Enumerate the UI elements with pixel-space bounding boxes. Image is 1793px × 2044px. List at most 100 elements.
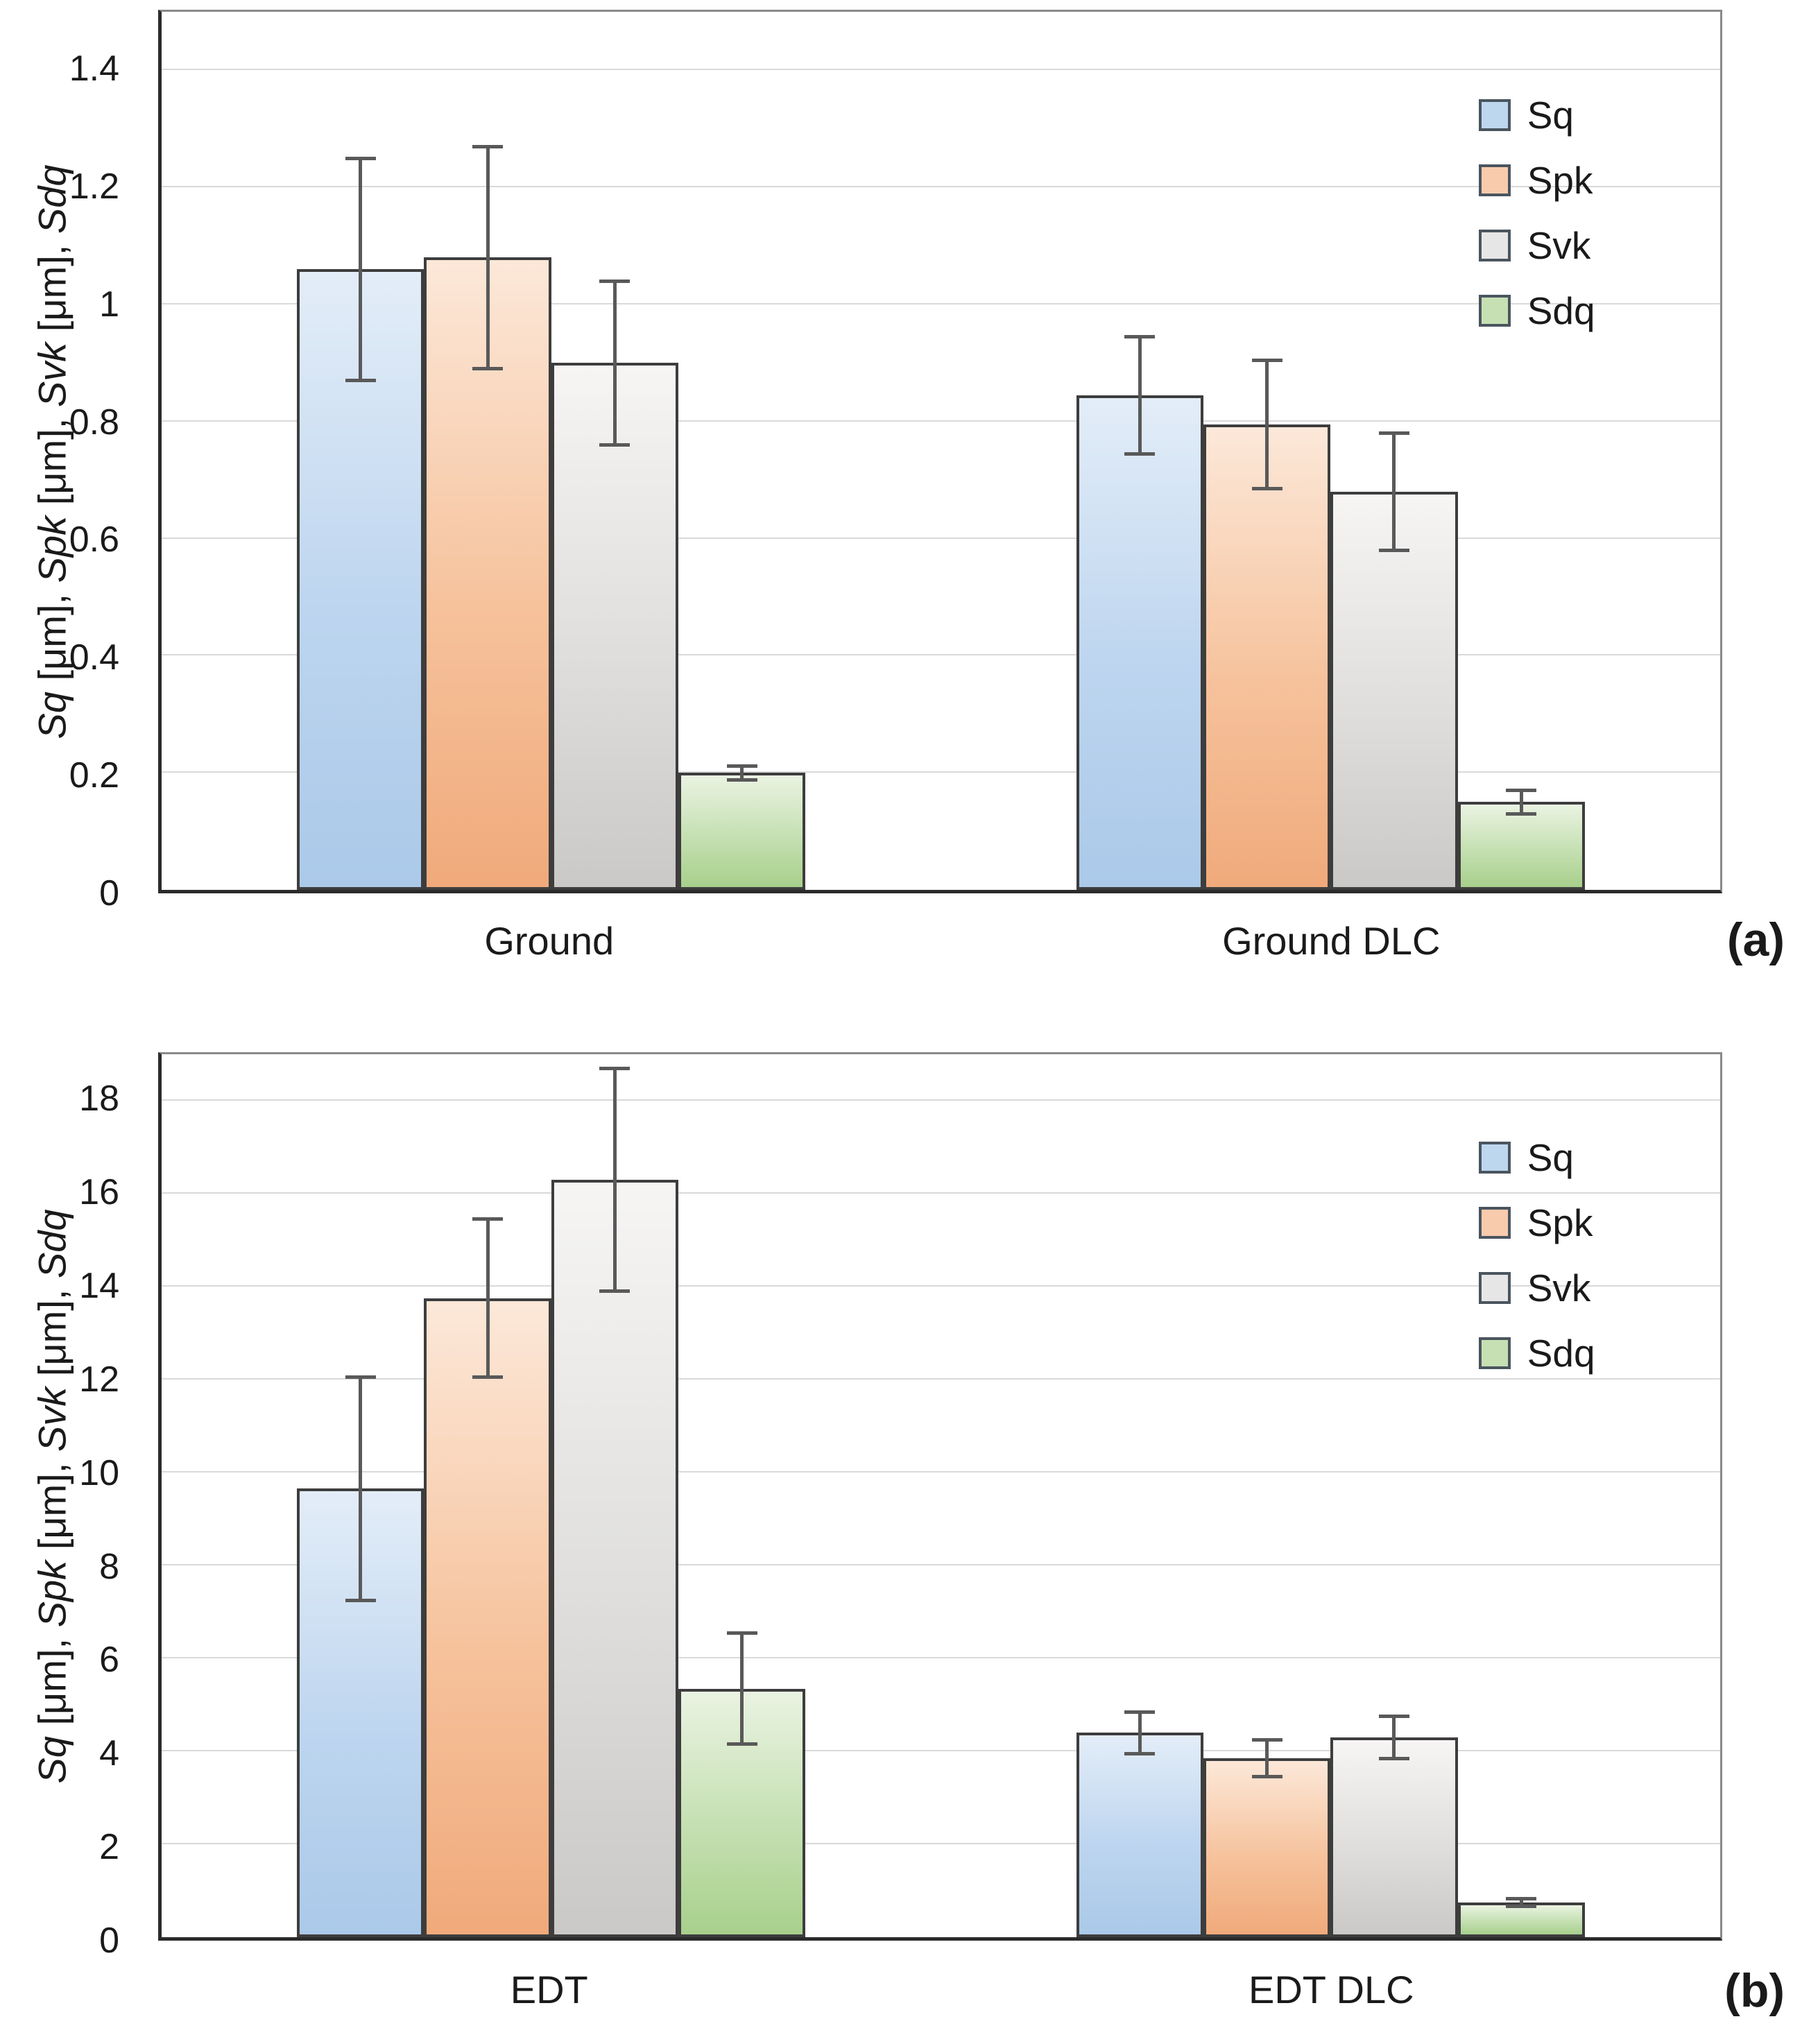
legend-swatch-sdq [1478, 1337, 1511, 1369]
error-bar-cap [1378, 1715, 1409, 1719]
y-tick-label: 0.2 [69, 755, 119, 796]
bar-sdq-edt [678, 1688, 806, 1937]
legend-label: Svk [1527, 1266, 1591, 1309]
error-bar-cap [1506, 1904, 1537, 1908]
legend: Sq Spk Svk Sdq [1478, 93, 1595, 354]
error-bar-cap [1124, 452, 1156, 456]
y-tick-label: 1.4 [69, 48, 119, 89]
error-bar-cap [1124, 334, 1156, 338]
legend-item-svk: Svk [1478, 223, 1595, 267]
x-category-label: Ground DLC [1222, 919, 1441, 963]
panel-b-tag: (b) [1724, 1964, 1785, 2017]
y-tick-label: 0.6 [69, 519, 119, 560]
gridline [162, 1285, 1720, 1287]
error-bar-cap [1506, 1896, 1537, 1900]
error-bar [612, 281, 617, 445]
error-bar [359, 158, 363, 381]
x-category-label: EDT [510, 1968, 588, 2011]
error-bar [740, 1633, 744, 1744]
error-bar-cap [599, 443, 630, 447]
error-bar [1519, 1898, 1523, 1907]
legend-label: Sq [1527, 1135, 1574, 1179]
gridline [162, 69, 1720, 71]
y-tick-label: 0.8 [69, 402, 119, 443]
y-tick-label: 6 [99, 1640, 119, 1681]
y-tick-label: 0 [99, 1921, 119, 1961]
error-bar-cap [472, 367, 504, 371]
error-bar [359, 1377, 363, 1601]
error-bar-cap [345, 1598, 376, 1602]
error-bar [1392, 433, 1396, 551]
legend-item-sq: Sq [1478, 93, 1595, 137]
y-tick-label: 18 [79, 1079, 119, 1119]
gridline [162, 1099, 1720, 1101]
gridline [162, 186, 1720, 188]
y-tick-label: 1 [99, 284, 119, 325]
gridline [162, 537, 1720, 539]
gridline [162, 1192, 1720, 1194]
panel-b: Sq [μm], Spk [μm], Svk [μm], Sdq 0 2 4 6 8 10… [0, 1042, 1793, 2044]
legend-swatch-svk [1478, 1272, 1511, 1304]
legend-label: Sdq [1527, 1331, 1595, 1375]
error-bar-cap [1378, 1756, 1409, 1760]
bar-sq-edt-dlc [1076, 1733, 1203, 1937]
y-tick-label: 14 [79, 1266, 119, 1307]
legend-swatch-sq [1478, 1142, 1511, 1174]
error-bar-cap [1378, 431, 1409, 436]
y-axis-ticks: 0 0.2 0.4 0.6 0.8 1 1.2 1.4 [0, 10, 119, 911]
error-bar-cap [472, 1375, 504, 1380]
x-category-label: Ground [484, 919, 615, 963]
y-tick-label: 16 [79, 1172, 119, 1213]
error-bar-cap [726, 778, 757, 782]
error-bar [1138, 1712, 1142, 1754]
x-axis-labels: EDT EDT DLC [158, 1966, 1722, 2028]
gridline [162, 654, 1720, 656]
panel-a: Sq [μm], Spk [μm], Svk [μm], Sdq 0 0.2 0.4… [0, 10, 1785, 966]
legend-label: Sdq [1527, 289, 1595, 332]
legend-swatch-spk [1478, 1207, 1511, 1239]
error-bar-cap [599, 279, 630, 283]
y-tick-label: 8 [99, 1546, 119, 1587]
gridline [162, 1843, 1720, 1844]
y-tick-label: 2 [99, 1827, 119, 1868]
gridline [162, 1564, 1720, 1565]
error-bar-cap [1506, 811, 1537, 816]
legend-label: Spk [1527, 1201, 1593, 1244]
gridline [162, 303, 1720, 304]
gridline [162, 1657, 1720, 1658]
error-bar [612, 1068, 617, 1291]
gridline [162, 1471, 1720, 1472]
error-bar-cap [1378, 548, 1409, 552]
error-bar-cap [345, 1375, 376, 1380]
y-tick-label: 10 [79, 1452, 119, 1493]
y-tick-label: 1.2 [69, 166, 119, 207]
error-bar-cap [1124, 1710, 1156, 1714]
legend-item-spk: Spk [1478, 1201, 1595, 1244]
error-bar-cap [726, 1631, 757, 1635]
error-bar-cap [599, 1289, 630, 1294]
legend-label: Spk [1527, 158, 1593, 202]
bar-spk-edt-dlc [1203, 1758, 1331, 1937]
error-bar-cap [1251, 1737, 1282, 1742]
error-bar [1519, 790, 1523, 814]
error-bar-cap [726, 764, 757, 768]
legend-swatch-sq [1478, 99, 1511, 131]
error-bar [1265, 1740, 1269, 1777]
error-bar-cap [472, 144, 504, 148]
y-tick-label: 0 [99, 873, 119, 913]
error-bar [1265, 360, 1269, 489]
error-bar [1138, 336, 1142, 454]
plot-area: Sq Spk Svk Sdq [158, 1052, 1722, 1941]
error-bar-cap [599, 1066, 630, 1070]
legend-label: Sq [1527, 93, 1574, 137]
error-bar [740, 766, 744, 780]
y-tick-label: 4 [99, 1733, 119, 1774]
legend-label: Svk [1527, 223, 1591, 267]
gridline [162, 420, 1720, 422]
error-bar-cap [726, 1742, 757, 1746]
legend-item-sq: Sq [1478, 1135, 1595, 1179]
error-bar-cap [1251, 487, 1282, 491]
error-bar-cap [345, 156, 376, 160]
panel-a-tag: (a) [1726, 913, 1785, 966]
